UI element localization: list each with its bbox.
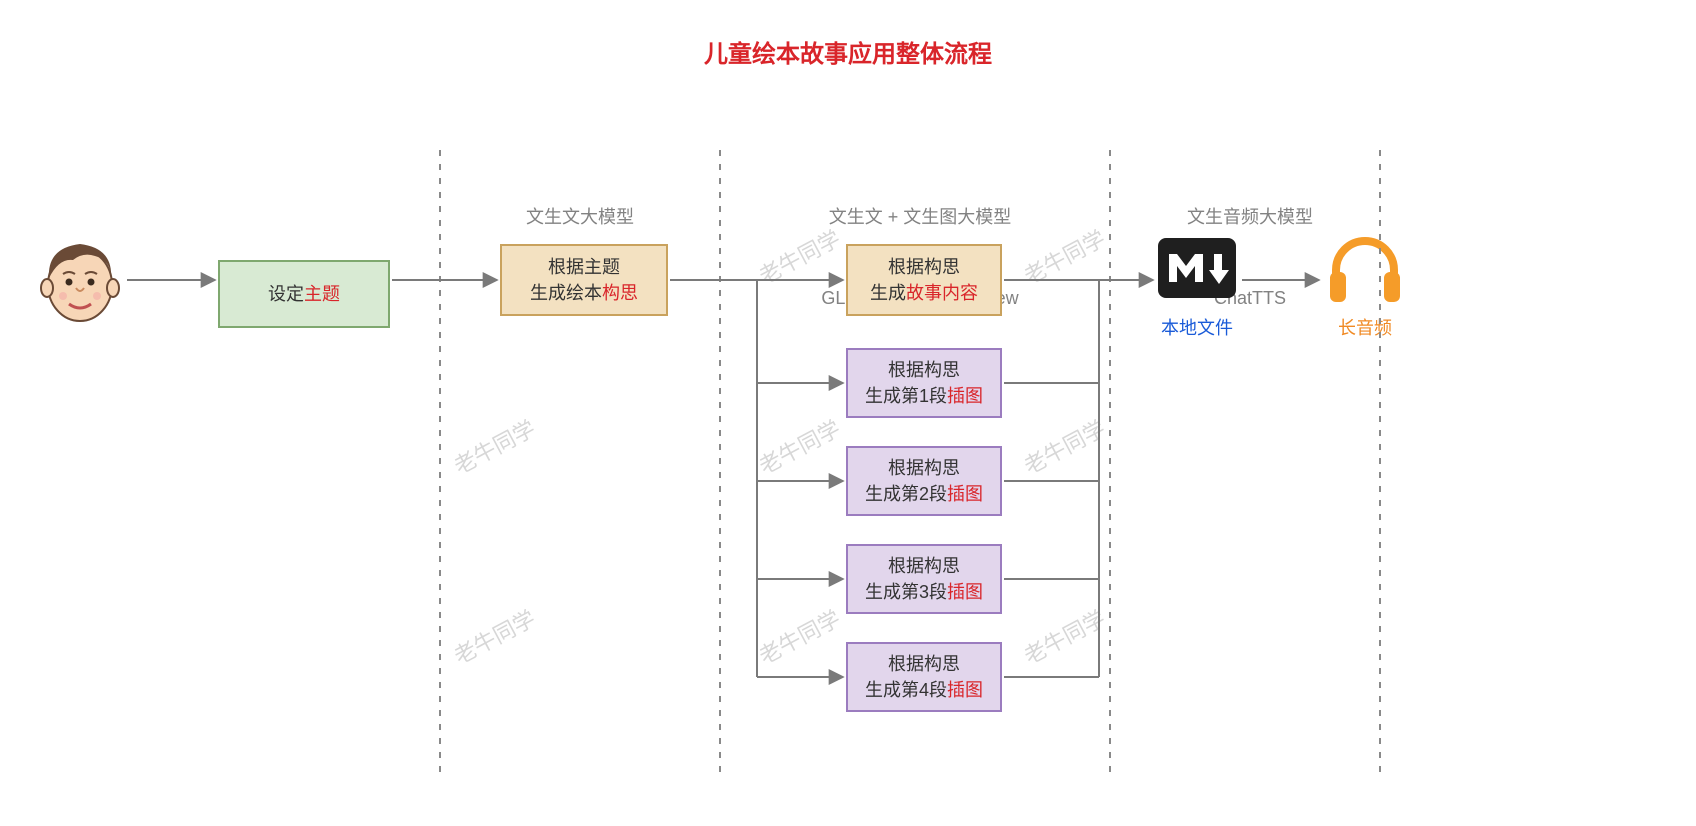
headphone-icon [1320, 228, 1410, 308]
markdown-caption: 本地文件 [1136, 314, 1258, 340]
node-set-theme: 设定主题 [218, 260, 390, 328]
diagram-title: 儿童绘本故事应用整体流程 [0, 34, 1696, 69]
node-illustration-4: 根据构思 生成第4段插图 [846, 642, 1002, 712]
node-illustration-2: 根据构思 生成第2段插图 [846, 446, 1002, 516]
node-generate-concept: 根据主题 生成绘本构思 [500, 244, 668, 316]
markdown-file-icon [1156, 232, 1238, 304]
user-icon [35, 230, 125, 330]
audio-caption: 长音频 [1310, 314, 1420, 340]
node-illustration-1: 根据构思 生成第1段插图 [846, 348, 1002, 418]
flow-diagram: 儿童绘本故事应用整体流程 老牛同学老牛同学老牛同学老牛同学老牛同学老牛同学老牛同… [0, 0, 1696, 826]
node-illustration-3: 根据构思 生成第3段插图 [846, 544, 1002, 614]
node-generate-story: 根据构思 生成故事内容 [846, 244, 1002, 316]
